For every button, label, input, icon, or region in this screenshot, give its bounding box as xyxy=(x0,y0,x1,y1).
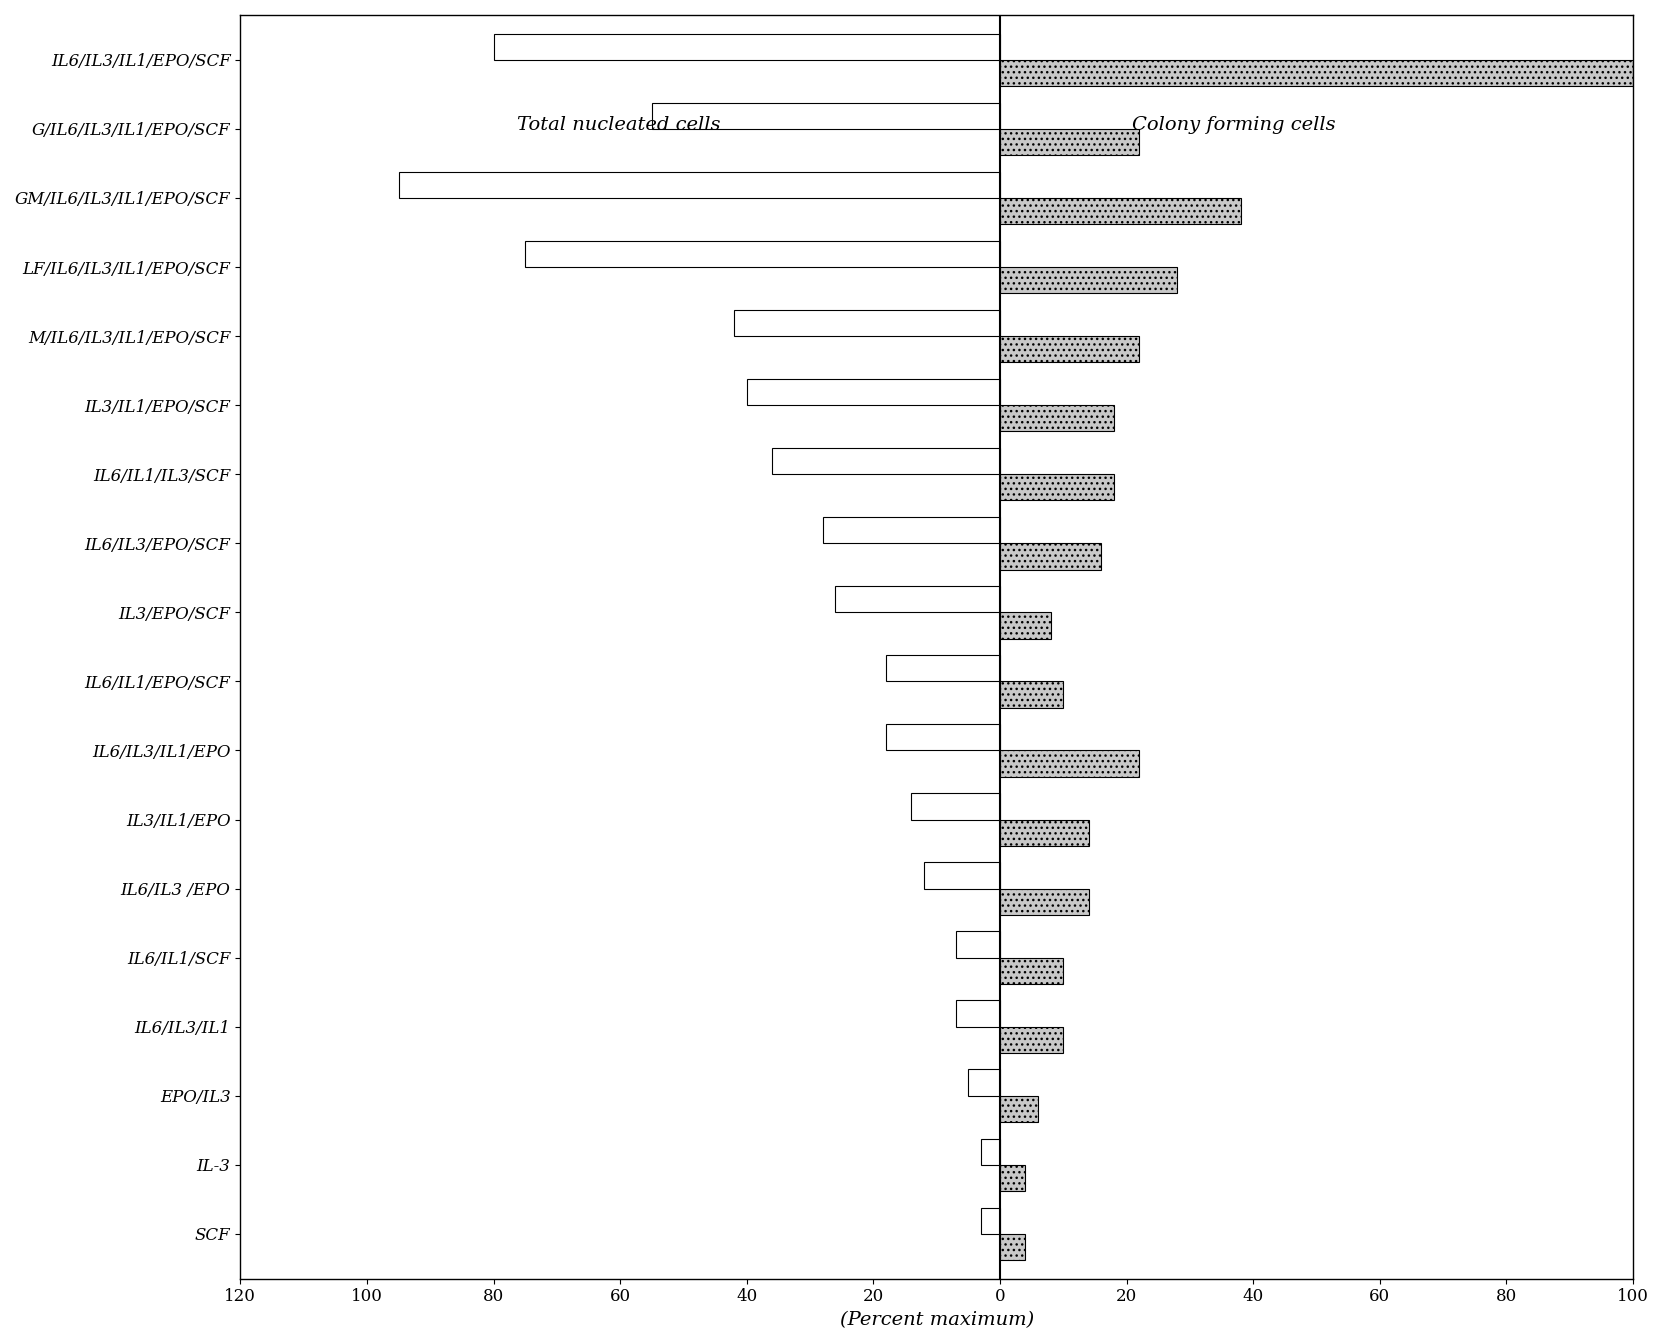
Bar xyxy=(1000,1234,1025,1261)
Bar xyxy=(982,1138,1000,1165)
Bar xyxy=(772,448,1000,474)
Bar xyxy=(1000,336,1140,363)
Text: Colony forming cells: Colony forming cells xyxy=(1132,117,1336,134)
Bar xyxy=(982,1208,1000,1234)
Bar xyxy=(924,863,1000,888)
Bar xyxy=(734,310,1000,336)
Bar xyxy=(1000,1095,1038,1122)
Bar xyxy=(1000,1165,1025,1191)
Bar xyxy=(1000,543,1102,570)
Bar xyxy=(1000,267,1176,293)
Bar xyxy=(822,517,1000,543)
Bar xyxy=(1000,129,1140,155)
Bar xyxy=(1000,888,1088,915)
Bar xyxy=(1000,681,1063,708)
Bar xyxy=(652,102,1000,129)
Bar xyxy=(1000,1027,1063,1052)
Text: Total nucleated cells: Total nucleated cells xyxy=(516,117,721,134)
Bar xyxy=(835,586,1000,613)
Bar xyxy=(1000,198,1241,224)
Bar xyxy=(885,655,1000,681)
Bar xyxy=(885,724,1000,750)
Bar xyxy=(955,1000,1000,1027)
Bar xyxy=(1000,405,1113,431)
Bar xyxy=(747,379,1000,405)
Bar xyxy=(912,793,1000,820)
Bar xyxy=(1000,750,1140,777)
Bar xyxy=(494,34,1000,60)
Bar xyxy=(1000,958,1063,984)
Bar xyxy=(1000,820,1088,845)
Bar xyxy=(1000,474,1113,500)
Bar xyxy=(955,931,1000,958)
Bar xyxy=(1000,613,1050,638)
Bar xyxy=(399,172,1000,198)
Bar xyxy=(1000,60,1632,86)
Bar xyxy=(526,241,1000,267)
X-axis label: (Percent maximum): (Percent maximum) xyxy=(840,1310,1033,1329)
Bar xyxy=(968,1070,1000,1095)
